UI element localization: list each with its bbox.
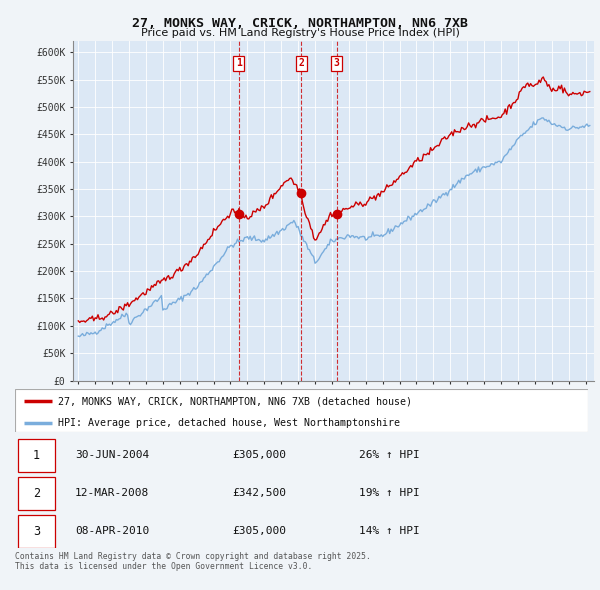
Text: 12-MAR-2008: 12-MAR-2008 [75, 489, 149, 499]
Text: 3: 3 [33, 525, 40, 538]
Text: £305,000: £305,000 [233, 451, 287, 460]
Text: £342,500: £342,500 [233, 489, 287, 499]
Text: £305,000: £305,000 [233, 526, 287, 536]
FancyBboxPatch shape [18, 440, 55, 471]
Text: 27, MONKS WAY, CRICK, NORTHAMPTON, NN6 7XB (detached house): 27, MONKS WAY, CRICK, NORTHAMPTON, NN6 7… [58, 396, 412, 407]
Text: 26% ↑ HPI: 26% ↑ HPI [359, 451, 419, 460]
Text: 30-JUN-2004: 30-JUN-2004 [75, 451, 149, 460]
Text: 1: 1 [236, 58, 242, 68]
FancyBboxPatch shape [15, 389, 588, 432]
Text: 27, MONKS WAY, CRICK, NORTHAMPTON, NN6 7XB: 27, MONKS WAY, CRICK, NORTHAMPTON, NN6 7… [132, 17, 468, 30]
Text: 14% ↑ HPI: 14% ↑ HPI [359, 526, 419, 536]
Text: 1: 1 [33, 449, 40, 462]
Text: 08-APR-2010: 08-APR-2010 [75, 526, 149, 536]
Text: Price paid vs. HM Land Registry's House Price Index (HPI): Price paid vs. HM Land Registry's House … [140, 28, 460, 38]
Text: 3: 3 [334, 58, 340, 68]
FancyBboxPatch shape [18, 515, 55, 548]
Text: Contains HM Land Registry data © Crown copyright and database right 2025.
This d: Contains HM Land Registry data © Crown c… [15, 552, 371, 571]
FancyBboxPatch shape [18, 477, 55, 510]
Text: 2: 2 [298, 58, 304, 68]
Text: 2: 2 [33, 487, 40, 500]
Text: HPI: Average price, detached house, West Northamptonshire: HPI: Average price, detached house, West… [58, 418, 400, 428]
Text: 19% ↑ HPI: 19% ↑ HPI [359, 489, 419, 499]
